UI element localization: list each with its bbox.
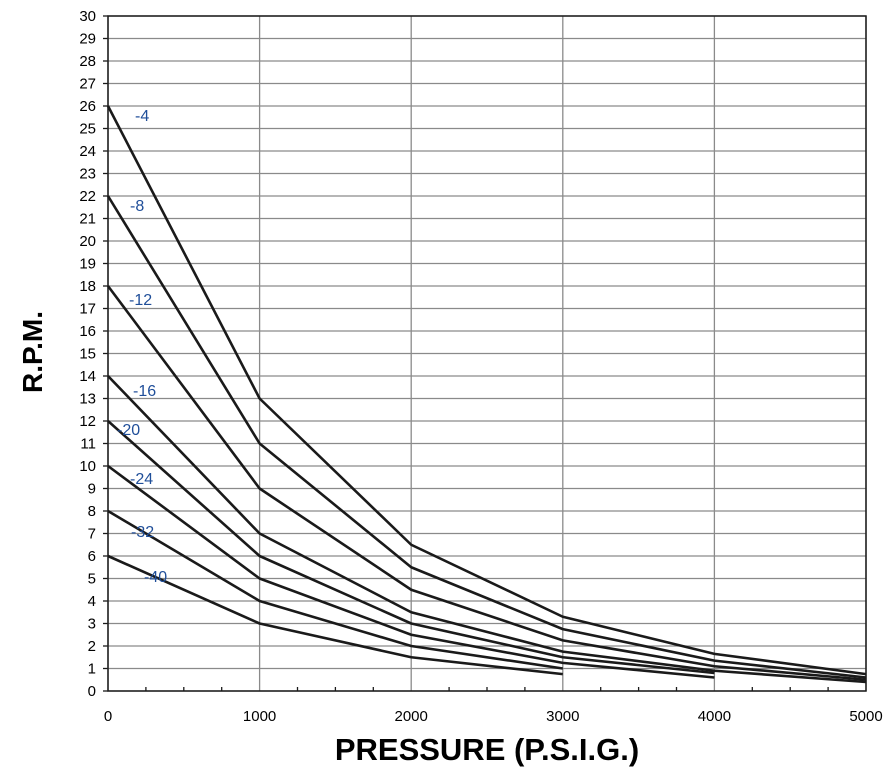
series-line: [107, 554, 563, 676]
y-tick-label: 24: [79, 143, 96, 160]
plot-frame: [107, 15, 867, 692]
x-tick-label: 0: [104, 708, 112, 725]
series-label: -12: [129, 292, 152, 309]
y-tick-label: 14: [79, 368, 96, 385]
y-tick-label: 12: [79, 413, 96, 430]
y-tick-label: 22: [79, 188, 96, 205]
y-axis-title: R.P.M.: [17, 311, 48, 393]
x-axis-title: PRESSURE (P.S.I.G.): [335, 732, 639, 767]
y-tick-label: 13: [79, 391, 96, 408]
series-label: -32: [131, 524, 154, 541]
series-line: [107, 464, 715, 679]
series-label: -40: [144, 569, 167, 586]
y-tick-label: 10: [79, 458, 96, 475]
y-tick-label: 28: [79, 53, 96, 70]
y-tick-label: 4: [88, 593, 96, 610]
y-tick-labels: 0123456789101112131415161718192021222324…: [79, 8, 96, 700]
y-tick-label: 20: [79, 233, 96, 250]
x-tick-label: 3000: [546, 708, 579, 725]
y-tick-label: 16: [79, 323, 96, 340]
y-tick-label: 23: [79, 166, 96, 183]
x-tick-label: 1000: [243, 708, 276, 725]
x-tick-label: 4000: [698, 708, 731, 725]
y-tick-label: 8: [88, 503, 96, 520]
x-tick-label: 2000: [395, 708, 428, 725]
y-tick-label: 3: [88, 616, 96, 633]
y-tick-label: 25: [79, 121, 96, 138]
series-lines: [106, 105, 867, 684]
y-tick-label: 18: [79, 278, 96, 295]
y-tick-label: 26: [79, 98, 96, 115]
y-tick-label: 29: [79, 31, 96, 48]
x-tick-label: 5000: [849, 708, 882, 725]
y-tick-label: 30: [79, 8, 96, 25]
y-tick-label: 7: [88, 526, 96, 543]
series-line: [106, 195, 867, 679]
y-tick-label: 17: [79, 301, 96, 318]
series-label: -8: [130, 198, 144, 215]
y-tick-label: 6: [88, 548, 96, 565]
y-tick-label: 2: [88, 638, 96, 655]
series-label: -4: [135, 108, 149, 125]
series-line: [106, 105, 867, 676]
y-tick-label: 11: [80, 436, 96, 453]
y-tick-label: 15: [79, 346, 96, 363]
x-tick-labels: 0 1000 2000 3000 4000 5000: [104, 708, 883, 725]
y-tick-label: 27: [79, 76, 96, 93]
y-tick-label: 9: [88, 481, 96, 498]
series-line: [107, 509, 563, 670]
series-labels: -4 -8 -12 -16 -20 -24 -32 -40: [117, 108, 167, 586]
y-tick-label: 21: [79, 211, 96, 228]
series-line: [107, 375, 867, 684]
y-tick-label: 19: [79, 256, 96, 273]
series-line: [106, 285, 867, 682]
y-tick-label: 1: [88, 661, 96, 678]
series-label: -16: [133, 383, 156, 400]
y-gridlines: [103, 15, 866, 692]
series-label: -20: [117, 422, 140, 439]
y-tick-label: 0: [88, 683, 96, 700]
y-tick-label: 5: [88, 571, 96, 588]
series-line: [107, 420, 715, 675]
series-label: -24: [130, 471, 153, 488]
